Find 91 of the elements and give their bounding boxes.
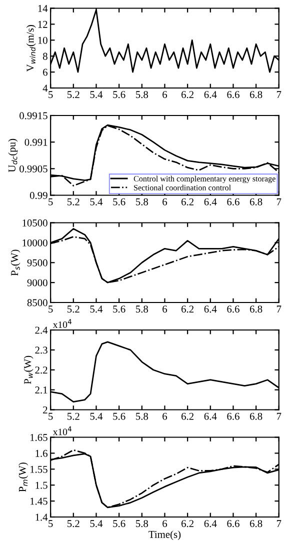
x-tick-label: 6.6 <box>227 306 240 313</box>
x-tick-label: 6 <box>162 412 168 420</box>
x-tick-label: 6.8 <box>250 306 262 313</box>
x-tick-label: 7 <box>276 91 282 98</box>
y-tick-label: 0.9915 <box>20 112 48 120</box>
x-tick-label: 5.4 <box>90 306 103 313</box>
x-tick-label: 6.2 <box>182 412 194 420</box>
x-tick-label: 5 <box>48 520 53 528</box>
y-axis-title: U$_{dc}$(pu) <box>8 138 18 172</box>
y-tick-label: 2.4 <box>35 326 48 334</box>
x-tick-label: 7 <box>276 198 282 206</box>
x-tick-label: 6.8 <box>250 520 262 528</box>
x-tick-label: 5.4 <box>90 412 103 420</box>
y-axis-title: P$_{w}$(W) <box>24 356 34 384</box>
x-tick-label: 5.4 <box>90 520 103 528</box>
y-tick-label: 8500 <box>27 299 48 306</box>
y-tick-label: 9500 <box>27 259 48 266</box>
x-tick-label: 6.8 <box>250 91 262 98</box>
y-tick-label: 14 <box>38 4 48 12</box>
x-tick-label: 5.8 <box>136 198 148 206</box>
text: x10$^{4}$ <box>52 426 72 436</box>
x-tick-label: 6.4 <box>204 198 217 206</box>
x-tick-label: 6.2 <box>182 198 194 206</box>
x-tick-label: 5.2 <box>68 91 80 98</box>
x-tick-label: 6.6 <box>227 91 240 98</box>
y-tick-label: 1.55 <box>30 466 48 473</box>
y-tick-label: 1.45 <box>30 498 48 505</box>
x-tick-label: 6.4 <box>204 306 217 313</box>
x-tick-label: 6.4 <box>204 412 217 420</box>
x-tick-label: 6.8 <box>250 198 262 206</box>
y-tick-label: 1.5 <box>36 482 48 489</box>
y-tick-label: 10 <box>38 36 48 44</box>
x-tick-label: 5.8 <box>136 520 148 528</box>
x-tick-label: 5.2 <box>68 412 80 420</box>
x-tick-label: 6.6 <box>227 412 240 420</box>
x-tick-label: 6.4 <box>204 91 217 98</box>
x-tick-label: 5 <box>48 306 53 313</box>
y-tick-label: 1.4 <box>36 514 48 521</box>
y-tick-label: 6 <box>43 68 48 76</box>
x-tick-label: 7 <box>276 520 282 528</box>
y-tick-label: 1.6 <box>36 450 48 457</box>
y-tick-label: 10000 <box>22 239 48 246</box>
x-tick-label: 5.6 <box>113 412 126 420</box>
x-tick-label: 7 <box>276 306 282 313</box>
y-tick-label: 9000 <box>27 279 48 286</box>
y-tick-label: 2 <box>43 406 48 414</box>
x-tick-label: 5.2 <box>68 520 80 528</box>
x-tick-label: 5 <box>48 91 53 98</box>
x-tick-label: 5.6 <box>113 520 126 528</box>
x-axis-title: Time(s) <box>148 530 181 540</box>
y-tick-label: 2.2 <box>35 366 48 374</box>
x-tick-label: 6.2 <box>182 520 194 528</box>
x-tick-label: 5.2 <box>68 198 80 206</box>
y-tick-label: 10500 <box>22 219 48 226</box>
x-tick-label: 6 <box>162 198 168 206</box>
y-tick-label: 0.99 <box>30 192 48 200</box>
x-tick-label: 5.6 <box>113 198 126 206</box>
y-tick-label: 4 <box>42 84 48 92</box>
text: x10$^{4}$ <box>52 319 72 328</box>
y-tick-label: 1.65 <box>30 434 48 442</box>
x-tick-label: 5.6 <box>113 306 126 313</box>
x-tick-label: 6.8 <box>250 412 262 420</box>
x-tick-label: 5.2 <box>68 306 80 313</box>
x-tick-label: 6.2 <box>182 91 194 98</box>
x-tick-label: 5 <box>48 412 53 420</box>
x-tick-label: 5.4 <box>90 91 103 98</box>
y-tick-label: 2.1 <box>35 386 48 394</box>
y-tick-label: 12 <box>38 20 48 28</box>
x-tick-label: 5 <box>48 198 53 206</box>
x-tick-label: 6.2 <box>182 306 194 313</box>
x-tick-label: 6 <box>162 91 168 98</box>
x-tick-label: 5.8 <box>136 306 148 313</box>
x-tick-label: 5.8 <box>136 91 148 98</box>
x-tick-label: 6 <box>162 306 168 313</box>
y-tick-label: 2.3 <box>35 346 48 354</box>
x-tick-label: 6 <box>162 520 168 528</box>
legend-label: Sectional coordination control <box>134 184 231 190</box>
y-axis-title: P$_{s}$(W) <box>10 250 20 276</box>
x-tick-label: 6.4 <box>204 520 217 528</box>
x-tick-label: 5.8 <box>136 412 148 420</box>
x-tick-label: 5.4 <box>90 198 103 206</box>
y-tick-label: 0.991 <box>24 138 48 146</box>
y-axis-title: P$_{m}$(W) <box>18 462 28 492</box>
y-tick-label: 0.9905 <box>20 165 48 172</box>
x-tick-label: 7 <box>276 412 282 420</box>
x-tick-label: 5.6 <box>113 91 126 98</box>
y-tick-label: 8 <box>42 52 48 60</box>
y-axis-title: V$_{wind}$(m/s) <box>26 25 36 72</box>
x-tick-label: 6.6 <box>227 520 240 528</box>
legend-label: Control with complementary energy storage <box>134 176 276 184</box>
x-tick-label: 6.6 <box>227 198 240 206</box>
